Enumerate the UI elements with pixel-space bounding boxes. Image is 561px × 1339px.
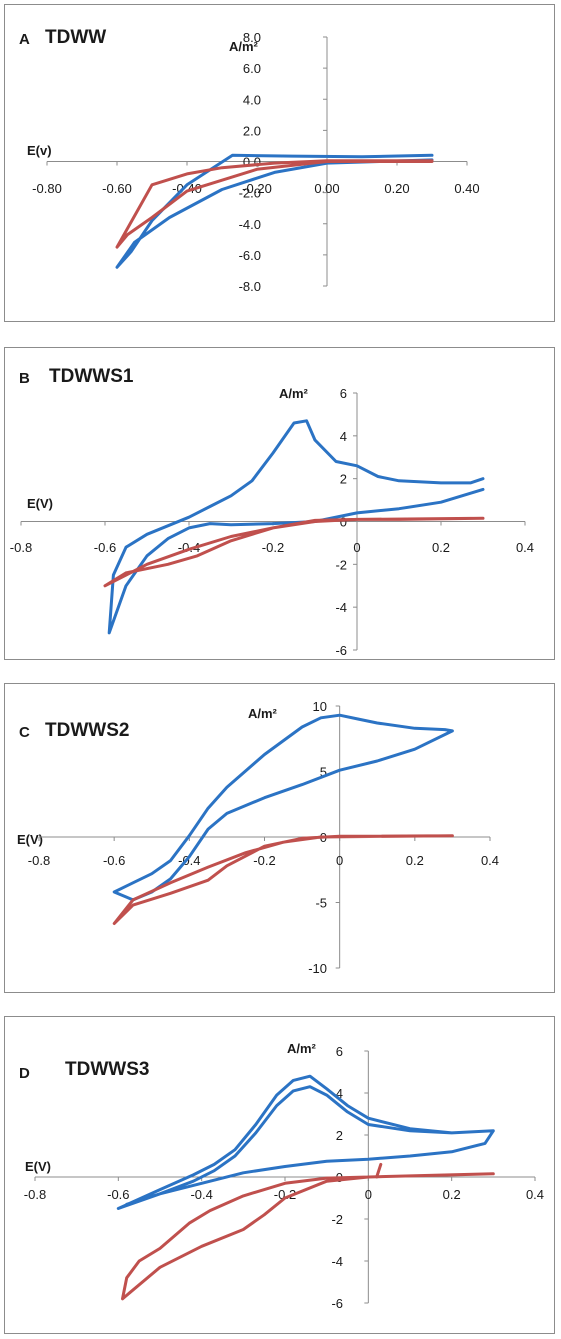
y-tick-label: -4 bbox=[335, 600, 347, 615]
x-tick-label: 0.4 bbox=[481, 853, 499, 868]
series-line-1 bbox=[107, 419, 485, 635]
x-axis-label: E(v) bbox=[27, 143, 52, 158]
series-line-1 bbox=[116, 1074, 495, 1210]
chart-panel-d: D TDWWS3 A/m² E(V) -0.8 -0.6 -0.4 -0.2 0 0.2 0… bbox=[4, 1016, 555, 1334]
chart-plot: -0.80 -0.60 -0.40 -0.20 0.00 0.20 0.408.06.04.… bbox=[32, 30, 479, 294]
y-tick-label: -10 bbox=[308, 961, 327, 976]
y-axis-label: A/m² bbox=[229, 39, 258, 54]
x-tick-label: 0.00 bbox=[314, 181, 339, 196]
y-tick-label: 2 bbox=[340, 472, 347, 487]
panel-letter: D bbox=[19, 1065, 30, 1082]
y-tick-label: 4.0 bbox=[243, 92, 261, 107]
panel-letter: A bbox=[19, 31, 30, 48]
x-tick-label: -0.60 bbox=[102, 181, 132, 196]
x-tick-label: 0.4 bbox=[516, 540, 534, 555]
x-tick-label: 0.40 bbox=[454, 181, 479, 196]
chart-title: TDWWS2 bbox=[45, 720, 130, 741]
chart-title: TDWWS3 bbox=[65, 1059, 150, 1080]
y-tick-label: 5 bbox=[320, 765, 327, 780]
y-tick-label: -4 bbox=[331, 1254, 343, 1269]
x-tick-label: -0.2 bbox=[274, 1187, 296, 1202]
x-tick-label: -0.8 bbox=[28, 853, 50, 868]
series-line-2 bbox=[115, 159, 434, 249]
y-tick-label: 2.0 bbox=[243, 123, 261, 138]
y-tick-label: 6 bbox=[340, 386, 347, 401]
x-tick-label: -0.4 bbox=[190, 1187, 212, 1202]
x-tick-label: 0 bbox=[336, 853, 343, 868]
x-axis-label: E(V) bbox=[27, 496, 53, 511]
x-tick-label: -0.6 bbox=[103, 853, 125, 868]
y-tick-label: -6 bbox=[335, 643, 347, 658]
x-tick-label: -0.6 bbox=[94, 540, 116, 555]
chart-panel-b: B TDWWS1 A/m² E(V) -0.8 -0.6 -0.4 -0.2 0 0.2 0… bbox=[4, 347, 555, 660]
panel-letter: B bbox=[19, 370, 30, 387]
series-line-2 bbox=[121, 1172, 495, 1301]
x-tick-label: 0.2 bbox=[432, 540, 450, 555]
series-line-1 bbox=[115, 153, 434, 269]
y-tick-label: 2 bbox=[336, 1128, 343, 1143]
x-axis-label: E(V) bbox=[17, 832, 43, 847]
y-tick-label: -4.0 bbox=[239, 217, 261, 232]
x-tick-label: 0.2 bbox=[443, 1187, 461, 1202]
y-tick-label: -6 bbox=[331, 1296, 343, 1311]
y-tick-label: -8.0 bbox=[239, 279, 261, 294]
y-tick-label: 4 bbox=[340, 429, 347, 444]
series-line-1 bbox=[112, 713, 454, 902]
y-tick-label: 0 bbox=[340, 515, 347, 530]
chart-title: TDWW bbox=[45, 27, 107, 48]
y-axis-label: A/m² bbox=[287, 1041, 316, 1056]
y-tick-label: -2.0 bbox=[239, 186, 261, 201]
chart-title: TDWWS1 bbox=[49, 366, 134, 387]
series-line-2 bbox=[103, 516, 485, 588]
y-tick-label: 6 bbox=[336, 1044, 343, 1059]
y-tick-label: -2 bbox=[335, 557, 347, 572]
x-tick-label: 0.4 bbox=[526, 1187, 544, 1202]
y-tick-label: -5 bbox=[315, 896, 327, 911]
y-tick-label: -6.0 bbox=[239, 248, 261, 263]
chart-panel-c: C TDWWS2 A/m² E(V) -0.8 -0.6 -0.4 -0.2 0 0.2 0… bbox=[4, 683, 555, 993]
series-line-2 bbox=[112, 834, 454, 925]
chart-panel-a: A TDWW A/m² E(v) -0.80 -0.60 -0.40 -0.20 0.0… bbox=[4, 4, 555, 322]
x-tick-label: 0 bbox=[353, 540, 360, 555]
x-tick-label: 0.20 bbox=[384, 181, 409, 196]
y-axis-label: A/m² bbox=[279, 386, 308, 401]
y-tick-label: 8.0 bbox=[243, 30, 261, 45]
x-tick-label: -0.2 bbox=[253, 853, 275, 868]
y-tick-label: 4 bbox=[336, 1086, 343, 1101]
y-tick-label: 10 bbox=[313, 699, 327, 714]
y-tick-label: -2 bbox=[331, 1212, 343, 1227]
x-tick-label: 0.2 bbox=[406, 853, 424, 868]
x-tick-label: 0 bbox=[365, 1187, 372, 1202]
x-axis-label: E(V) bbox=[25, 1159, 51, 1174]
x-tick-label: -0.8 bbox=[24, 1187, 46, 1202]
x-tick-label: -0.20 bbox=[242, 181, 272, 196]
panel-letter: C bbox=[19, 724, 30, 741]
series-line-3 bbox=[375, 1162, 383, 1179]
x-tick-label: -0.6 bbox=[107, 1187, 129, 1202]
x-tick-label: -0.8 bbox=[10, 540, 32, 555]
x-tick-label: -0.80 bbox=[32, 181, 62, 196]
x-tick-label: -0.2 bbox=[262, 540, 284, 555]
y-tick-label: 6.0 bbox=[243, 61, 261, 76]
y-axis-label: A/m² bbox=[248, 706, 277, 721]
